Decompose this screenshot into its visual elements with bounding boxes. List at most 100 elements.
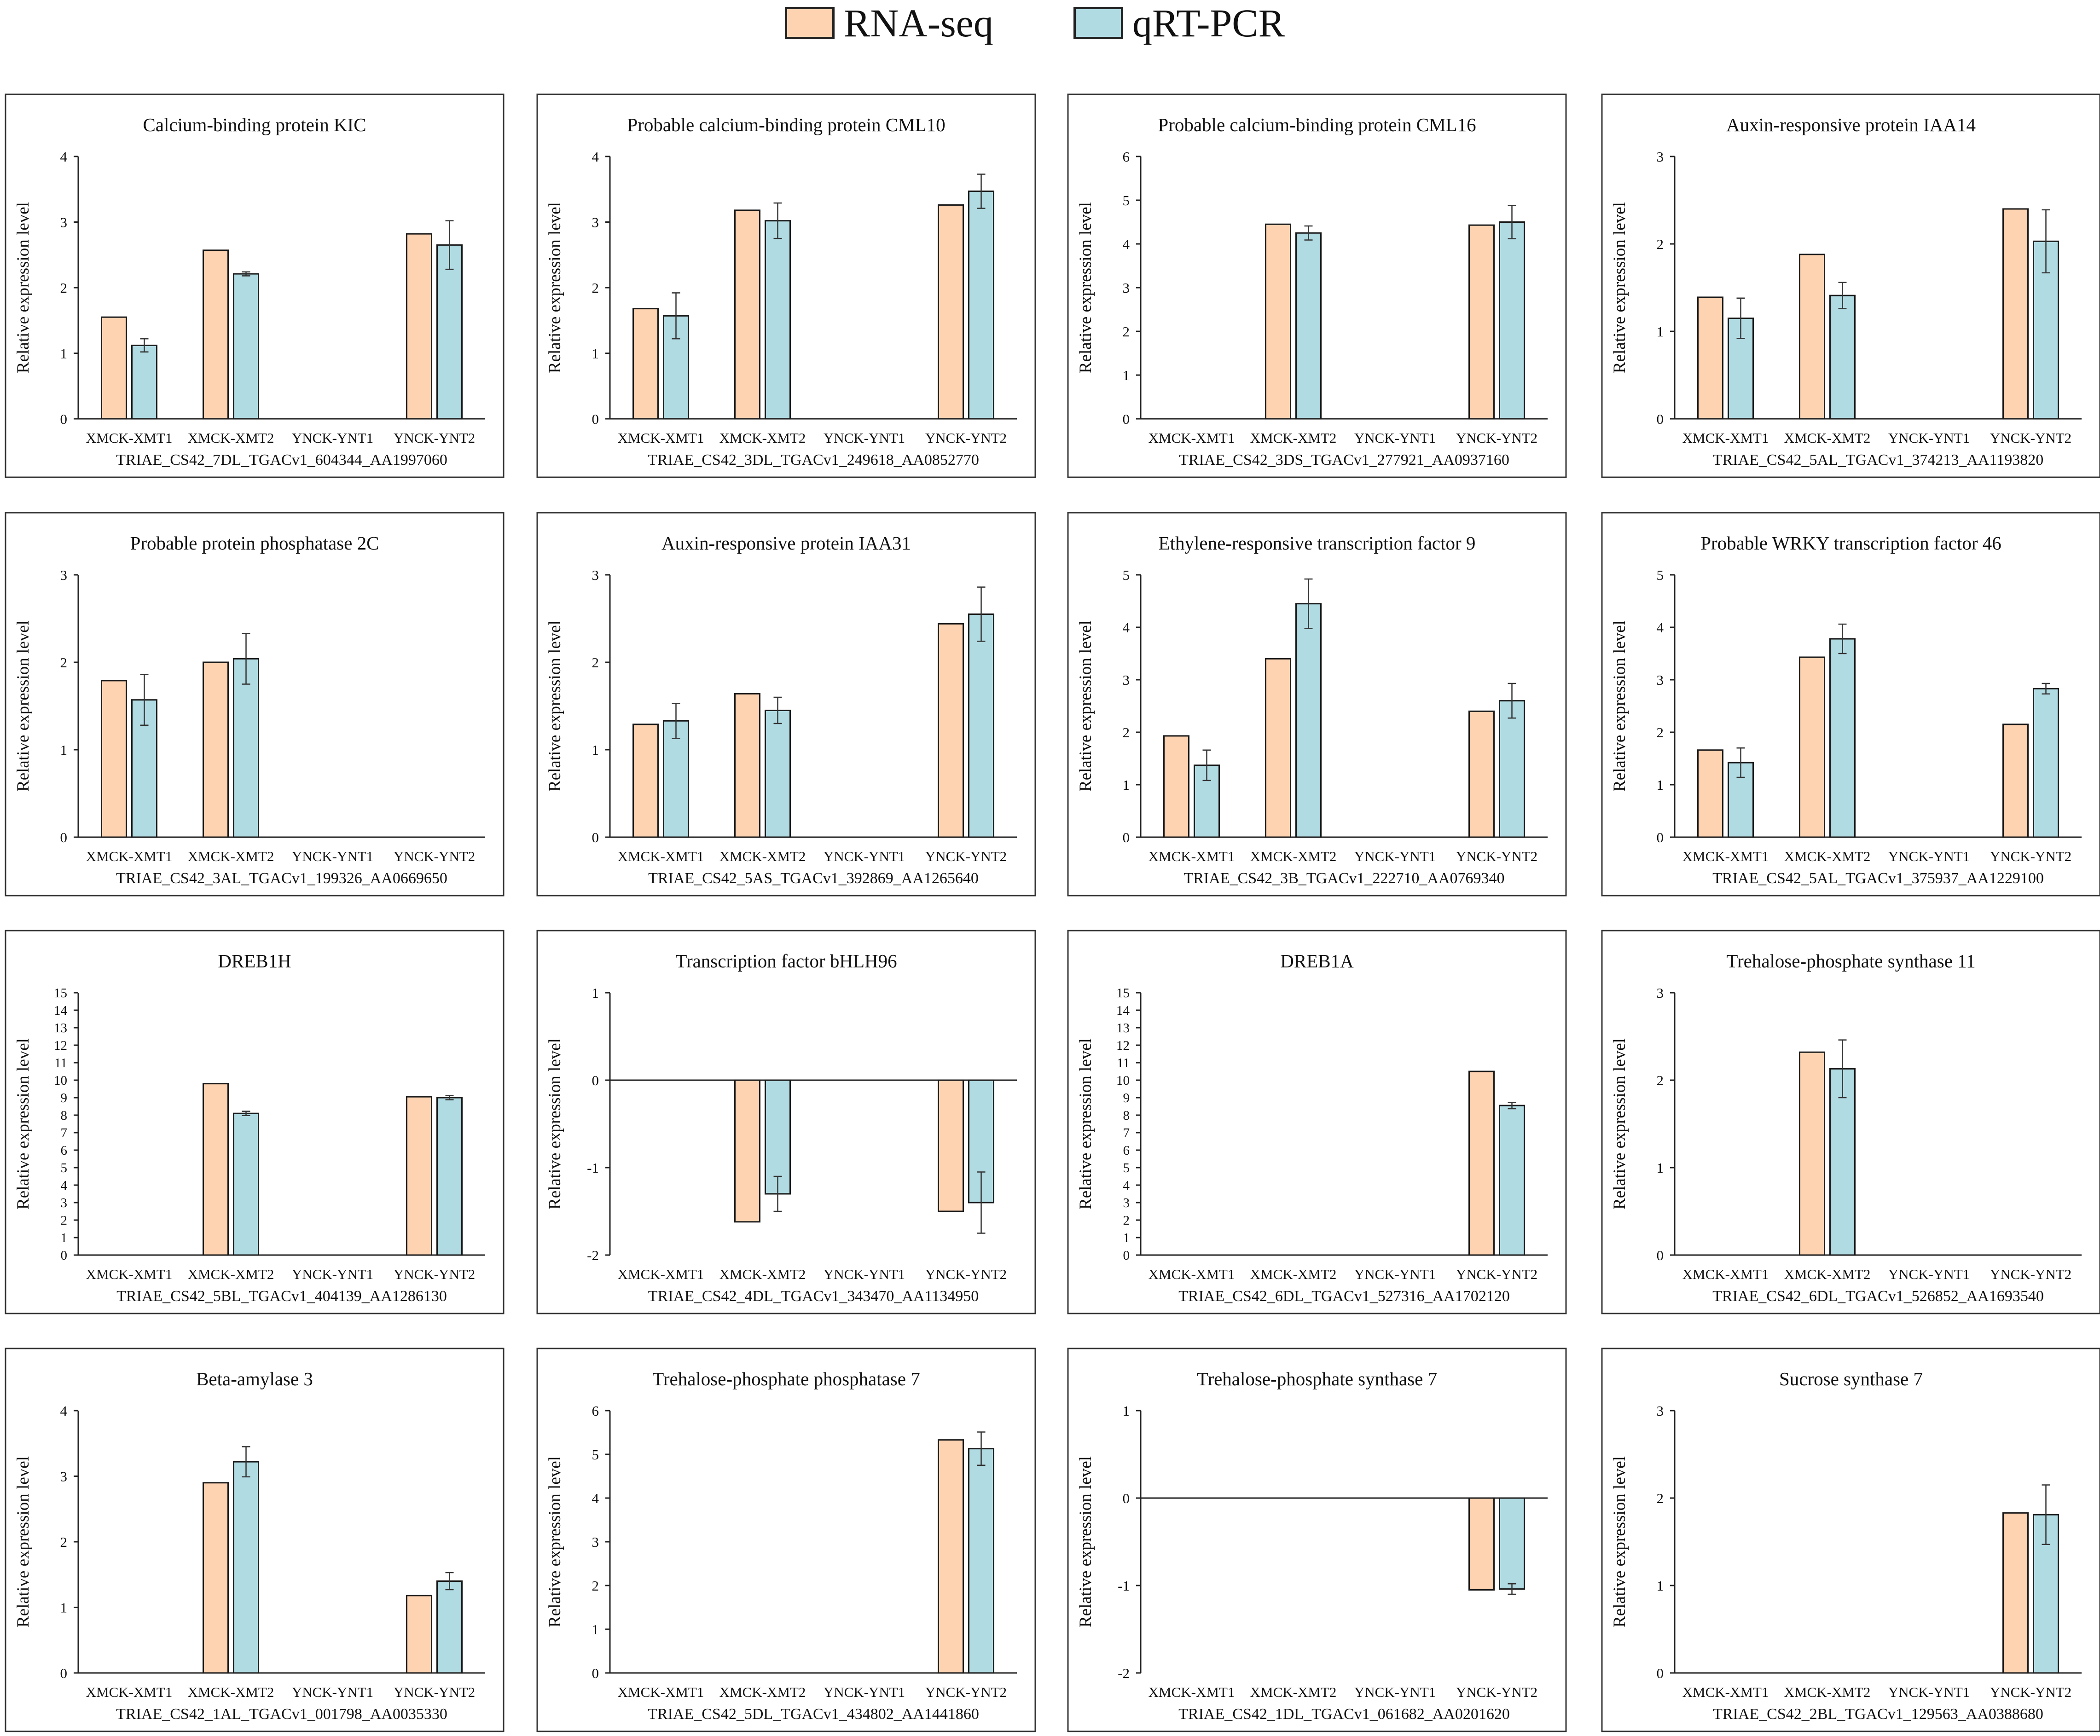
bar-rna-seq: [406, 1096, 432, 1256]
bar-qrt-pcr: [131, 344, 157, 420]
y-tick-label: 1: [61, 1231, 68, 1245]
chart-title: DREB1H: [218, 950, 291, 972]
bar-qrt-pcr: [436, 1580, 463, 1674]
y-tick-label: 0: [1657, 829, 1664, 845]
y-tick-label: 1: [592, 985, 599, 1001]
bar-rna-seq: [938, 204, 964, 420]
chart-title: Probable protein phosphatase 2C: [130, 532, 379, 554]
x-tick-label: YNCK-YNT2: [1456, 848, 1537, 864]
y-tick-label: 0: [1123, 1248, 1130, 1263]
y-tick-label: 5: [1657, 567, 1664, 583]
chart-title: Probable calcium-binding protein CML16: [1158, 114, 1476, 135]
bar-rna-seq: [1697, 749, 1723, 838]
y-tick-label: 4: [60, 149, 68, 165]
x-tick-label: YNCK-YNT2: [394, 848, 475, 864]
x-tick-label: XMCK-XMT1: [1682, 1266, 1769, 1282]
chart-panel-7: Ethylene-responsive transcription factor…: [1067, 512, 1567, 897]
bar-qrt-pcr: [1499, 221, 1525, 420]
y-tick-label: 2: [1657, 236, 1664, 252]
bar-qrt-pcr: [436, 1097, 463, 1256]
x-axis-label: TRIAE_CS42_3DL_TGACv1_249618_AA0852770: [648, 451, 979, 469]
x-tick-label: XMCK-XMT2: [1250, 1684, 1337, 1700]
bar-qrt-pcr: [663, 720, 689, 838]
bar-qrt-pcr: [1829, 1068, 1856, 1256]
chart-title: Auxin-responsive protein IAA31: [661, 532, 911, 554]
x-tick-label: XMCK-XMT1: [618, 848, 704, 864]
y-tick-label: 3: [1123, 1196, 1130, 1210]
x-tick-label: YNCK-YNT2: [1456, 1684, 1537, 1700]
x-tick-label: YNCK-YNT1: [1354, 430, 1436, 446]
x-tick-label: YNCK-YNT1: [1354, 1684, 1436, 1700]
y-tick-label: 1: [1657, 324, 1664, 340]
y-tick-label: 5: [1123, 192, 1130, 208]
x-tick-label: YNCK-YNT1: [824, 1266, 905, 1282]
y-axis-label: Relative expression level: [1076, 1456, 1095, 1627]
y-tick-label: 6: [1123, 149, 1130, 165]
y-tick-label: 0: [592, 1072, 599, 1088]
chart-panel-2: Probable calcium-binding protein CML10 Re…: [536, 93, 1036, 478]
chart-panel-4: Auxin-responsive protein IAA14 Relative e…: [1601, 93, 2100, 478]
y-tick-label: 3: [60, 214, 68, 231]
bar-rna-seq: [938, 623, 964, 838]
bar-rna-seq: [2002, 1512, 2029, 1674]
bar-qrt-pcr: [233, 658, 259, 838]
chart-panel-16: Sucrose synthase 7 Relative expression le…: [1601, 1348, 2100, 1732]
legend-item-rna-seq: RNA-seq: [785, 1, 993, 45]
bar-rna-seq: [1265, 658, 1291, 838]
chart-panel-15: Trehalose-phosphate synthase 7 Relative e…: [1067, 1348, 1567, 1732]
chart-title: Ethylene-responsive transcription factor…: [1159, 532, 1476, 554]
y-tick-label: 4: [1123, 1178, 1130, 1193]
x-tick-label: XMCK-XMT2: [719, 1266, 806, 1282]
y-tick-label: 7: [61, 1126, 68, 1140]
y-tick-label: 2: [1123, 1213, 1130, 1228]
x-tick-label: YNCK-YNT2: [1990, 848, 2071, 864]
x-tick-label: YNCK-YNT1: [1888, 430, 1970, 446]
y-tick-label: -2: [587, 1247, 599, 1263]
x-tick-label: XMCK-XMT2: [1784, 430, 1871, 446]
x-tick-label: XMCK-XMT2: [188, 1684, 274, 1700]
legend-swatch-qrt-pcr: [1073, 7, 1123, 39]
x-tick-label: YNCK-YNT1: [1354, 1266, 1436, 1282]
y-tick-label: 2: [592, 280, 599, 296]
x-axis-label: TRIAE_CS42_2BL_TGACv1_129563_AA0388680: [1713, 1706, 2043, 1723]
chart-title: DREB1A: [1280, 950, 1354, 972]
x-axis-label: TRIAE_CS42_1AL_TGACv1_001798_AA0035330: [116, 1706, 447, 1723]
y-tick-label: 2: [60, 280, 68, 296]
chart-title: Transcription factor bHLH96: [675, 950, 897, 972]
chart-panel-14: Trehalose-phosphate phosphatase 7 Relativ…: [536, 1348, 1036, 1732]
bar-qrt-pcr: [1499, 1497, 1525, 1590]
y-tick-label: 3: [592, 214, 599, 231]
bar-rna-seq: [734, 1079, 760, 1223]
y-axis-label: Relative expression level: [1610, 1038, 1629, 1209]
y-tick-label: 7: [1123, 1126, 1130, 1140]
y-tick-label: 2: [1657, 724, 1664, 741]
bar-rna-seq: [203, 1083, 229, 1256]
bar-rna-seq: [734, 693, 760, 838]
x-tick-label: YNCK-YNT1: [1888, 1684, 1970, 1700]
x-tick-label: XMCK-XMT1: [1149, 1266, 1235, 1282]
y-axis-label: Relative expression level: [1610, 620, 1629, 792]
y-tick-label: 1: [1123, 1231, 1130, 1245]
y-tick-label: 0: [60, 1665, 68, 1681]
x-tick-label: YNCK-YNT1: [824, 848, 905, 864]
y-tick-label: 1: [60, 742, 68, 758]
y-tick-label: -1: [587, 1160, 599, 1176]
bar-qrt-pcr: [1295, 232, 1322, 420]
x-tick-label: YNCK-YNT1: [292, 1684, 373, 1700]
chart-panel-12: Trehalose-phosphate synthase 11 Relative …: [1601, 930, 2100, 1314]
bar-qrt-pcr: [233, 273, 259, 420]
x-tick-label: YNCK-YNT1: [292, 430, 373, 446]
x-tick-label: YNCK-YNT1: [292, 848, 373, 864]
y-tick-label: 2: [592, 1578, 599, 1594]
y-axis-label: Relative expression level: [545, 1038, 564, 1209]
x-tick-label: XMCK-XMT2: [1250, 430, 1337, 446]
y-tick-label: 5: [1123, 1161, 1130, 1175]
x-tick-label: YNCK-YNT2: [394, 1266, 475, 1282]
x-tick-label: XMCK-XMT1: [86, 430, 173, 446]
y-tick-label: 12: [1116, 1038, 1130, 1053]
y-axis-label: Relative expression level: [545, 620, 564, 792]
x-tick-label: XMCK-XMT2: [719, 1684, 806, 1700]
x-tick-label: XMCK-XMT2: [188, 430, 274, 446]
y-tick-label: 8: [61, 1108, 68, 1123]
y-tick-label: 3: [1657, 985, 1664, 1001]
